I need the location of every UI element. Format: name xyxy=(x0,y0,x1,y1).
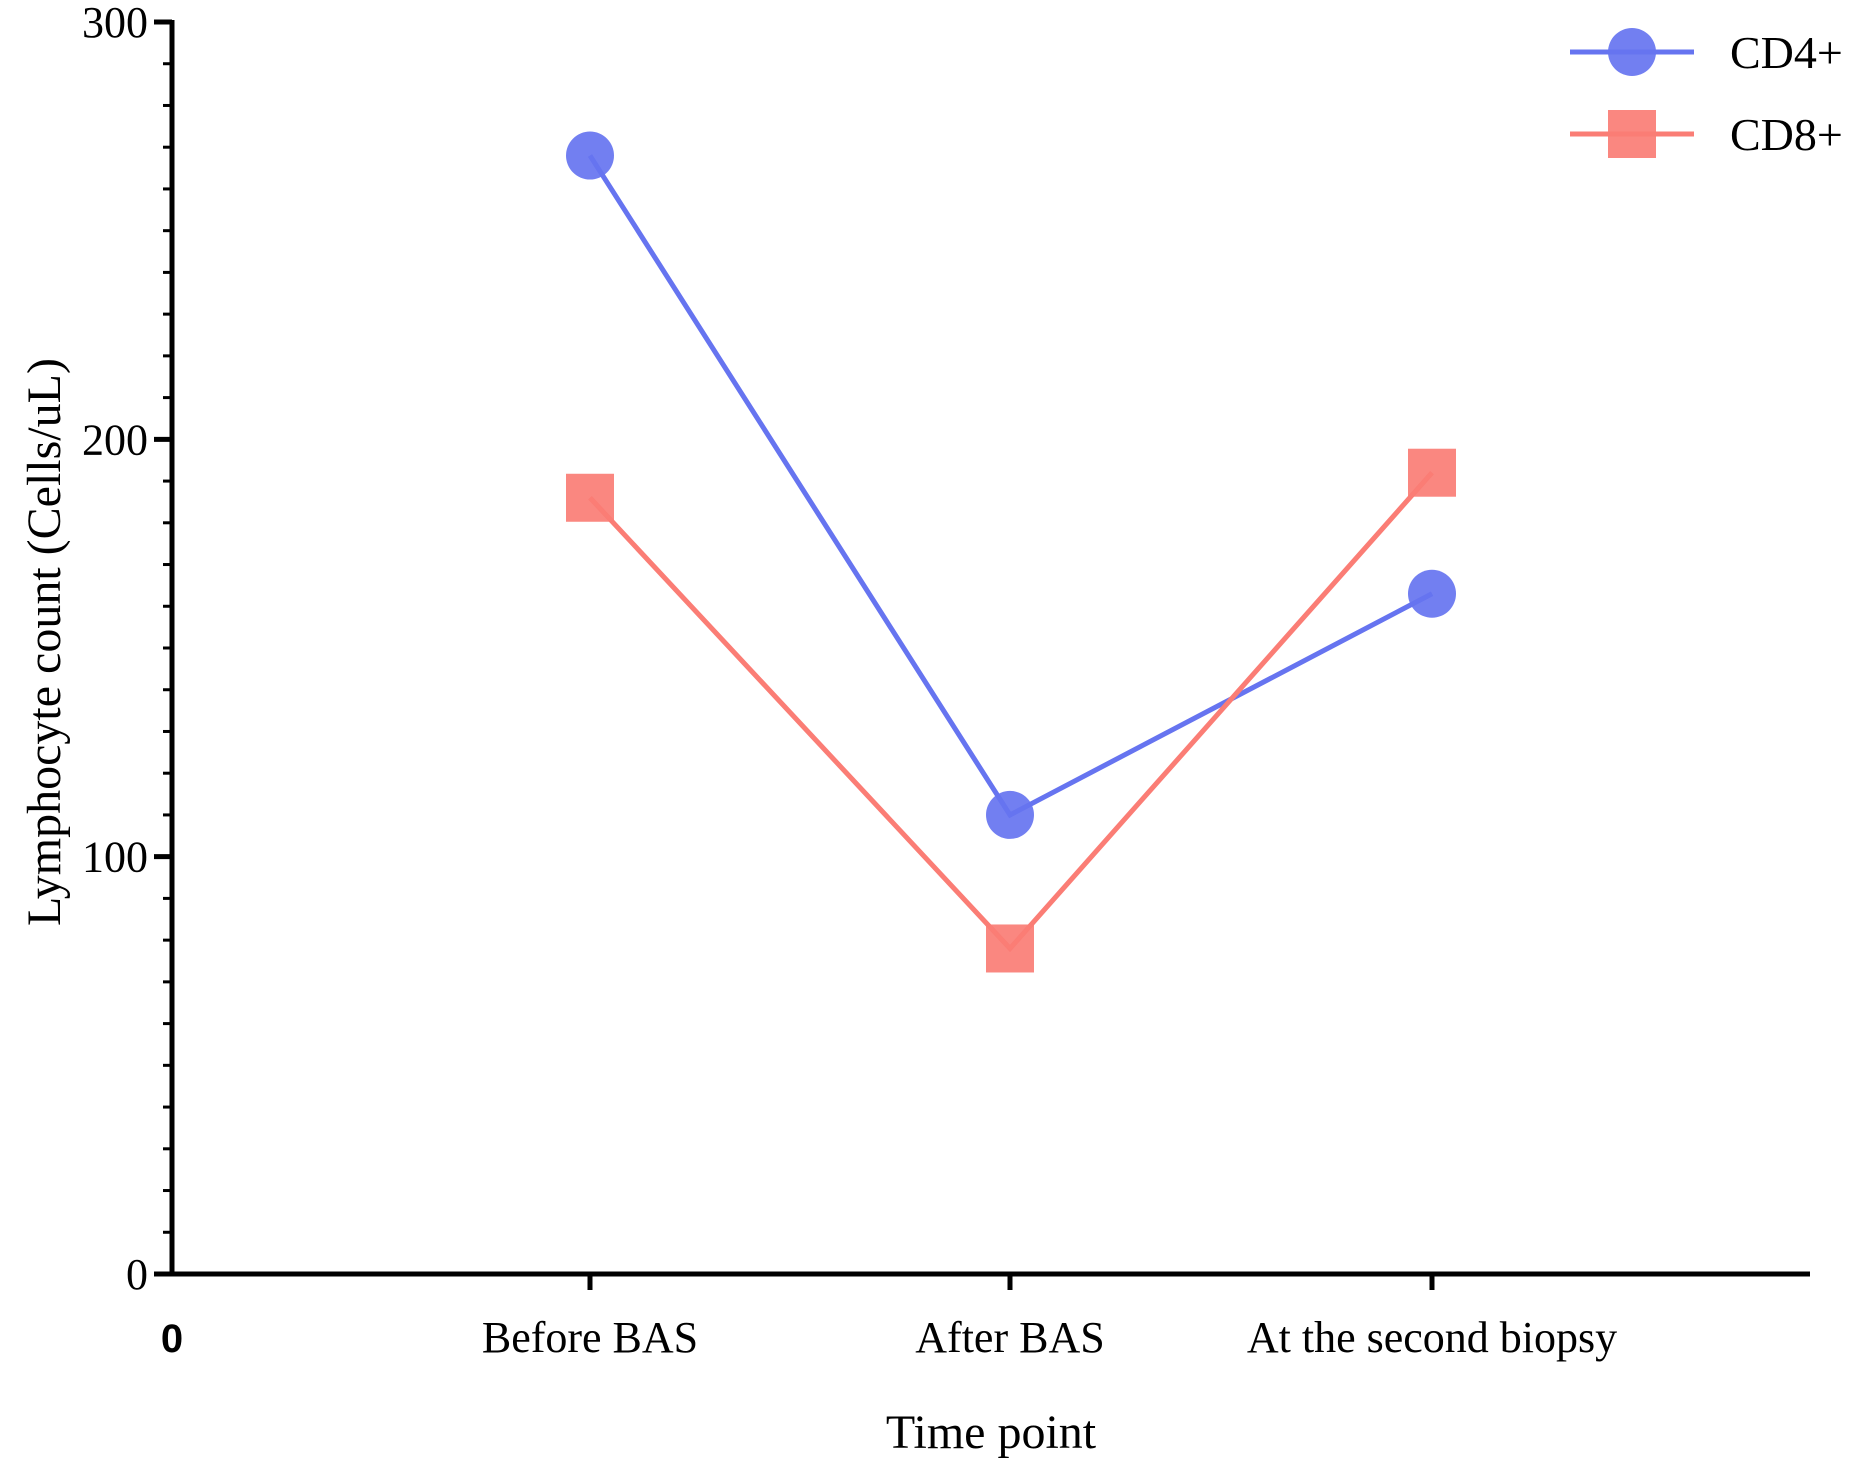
x-origin-label: 0 xyxy=(161,1317,183,1361)
series-line xyxy=(588,471,1434,953)
series-line-overlay xyxy=(588,471,1434,952)
legend-label: CD4+ xyxy=(1730,27,1843,78)
legend-label: CD8+ xyxy=(1730,109,1843,160)
series-line-overlay xyxy=(588,154,1433,818)
y-tick-label: 0 xyxy=(126,1250,148,1299)
x-tick-label: Before BAS xyxy=(482,1313,698,1362)
series-CD4+ xyxy=(566,131,1456,839)
y-tick-label: 100 xyxy=(82,833,148,882)
x-tick-label: At the second biopsy xyxy=(1247,1313,1617,1362)
y-tick-label: 200 xyxy=(82,415,148,464)
legend-item: CD8+ xyxy=(1570,109,1843,160)
series-CD8+ xyxy=(566,448,1456,973)
axes: 0 100 200 300 Before BAS After BAS At the seco… xyxy=(82,0,1810,1362)
legend-marker-square xyxy=(1608,110,1656,158)
series-line xyxy=(587,154,1434,819)
legend-item: CD4+ xyxy=(1570,27,1843,78)
series-layer xyxy=(566,131,1456,973)
x-axis-title: Time point xyxy=(886,1406,1097,1459)
y-tick-label: 300 xyxy=(82,0,148,47)
x-tick-label: After BAS xyxy=(915,1313,1104,1362)
legend: CD4+ CD8+ xyxy=(1570,27,1843,160)
y-axis-title: Lymphocyte count (Cells/uL) xyxy=(18,358,71,926)
legend-marker-circle xyxy=(1608,28,1656,76)
